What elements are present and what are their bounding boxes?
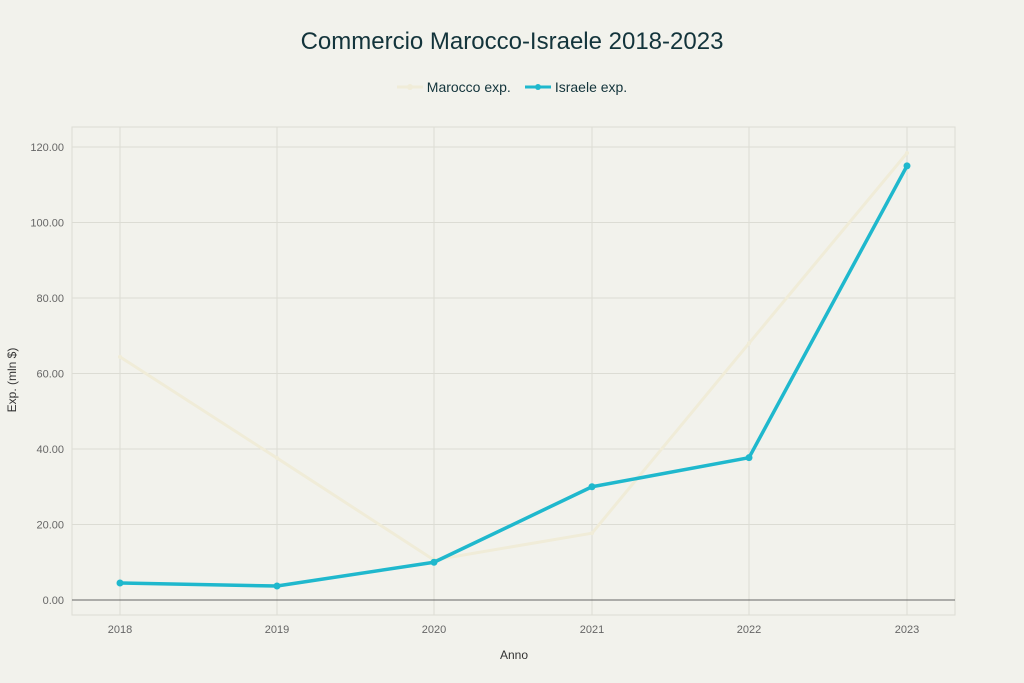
data-point-marocco (905, 151, 909, 156)
x-tick-label: 2019 (265, 624, 289, 636)
x-tick-label: 2023 (895, 624, 919, 636)
data-point-israele (588, 483, 596, 491)
data-point-israele (116, 579, 124, 587)
x-tick-label: 2020 (422, 624, 446, 636)
y-tick-label: 40.00 (36, 444, 64, 456)
x-tick-label: 2021 (580, 624, 604, 636)
y-tick-label: 20.00 (36, 520, 64, 532)
y-tick-label: 100.00 (30, 218, 64, 230)
chart-title: Commercio Marocco-Israele 2018-2023 (300, 28, 724, 55)
data-point-israele (903, 162, 911, 170)
data-point-marocco (275, 456, 279, 461)
data-point-israele (430, 558, 438, 566)
x-tick-label: 2018 (108, 624, 132, 636)
data-point-israele (273, 582, 281, 590)
legend-item-israele[interactable]: Israele exp. (524, 79, 628, 95)
y-tick-label: 120.00 (30, 142, 64, 154)
series-line-marocco (119, 152, 909, 562)
legend-item-marocco[interactable]: Marocco exp. (396, 79, 511, 95)
legend-swatch-israele (524, 84, 551, 90)
y-axis-label: Exp. (mln $) (5, 348, 19, 413)
y-tick-label: 60.00 (36, 369, 64, 381)
plot-border (71, 126, 956, 616)
legend-label-israele: Israele exp. (554, 79, 628, 95)
series-line-israele (119, 165, 909, 588)
legend: Marocco exp. Israele exp. (0, 79, 1024, 95)
data-point-israele (745, 454, 753, 462)
data-point-marocco (118, 354, 122, 359)
y-tick-label: 0.00 (43, 595, 64, 607)
x-tick-label: 2022 (737, 624, 761, 636)
x-axis-label: Anno (500, 648, 528, 662)
data-point-marocco (747, 341, 751, 346)
legend-label-marocco: Marocco exp. (426, 79, 511, 95)
legend-swatch-marocco (396, 84, 423, 90)
data-point-marocco (590, 531, 594, 536)
y-tick-label: 80.00 (36, 293, 64, 305)
